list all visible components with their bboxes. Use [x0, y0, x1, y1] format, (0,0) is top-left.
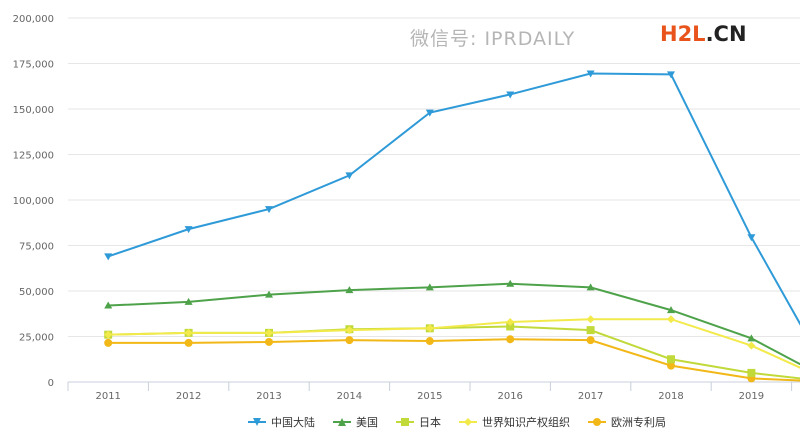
data-point [265, 290, 273, 298]
data-point [667, 315, 675, 324]
legend-diamond-icon [459, 418, 477, 426]
data-point [425, 283, 434, 291]
series-line-2 [108, 325, 800, 380]
data-point [184, 297, 193, 305]
legend-label: 欧洲专利局 [611, 416, 666, 429]
legend-label: 美国 [356, 416, 378, 429]
legend-item[interactable]: 美国 [333, 414, 378, 430]
data-point [265, 206, 273, 214]
y-tick-label: 150,000 [13, 105, 54, 116]
data-point [667, 71, 675, 79]
x-tick-label: 2011 [95, 391, 120, 402]
data-point [506, 317, 515, 326]
data-point [747, 234, 756, 242]
data-point [345, 172, 354, 180]
x-tick-label: 2014 [337, 391, 362, 402]
series-line-1 [108, 282, 800, 366]
watermark-wechat: 微信号: IPRDAILY [410, 28, 576, 50]
data-point [265, 337, 273, 346]
legend-triangle-down-icon [248, 418, 266, 426]
legend-triangle-icon [333, 418, 351, 426]
y-tick-label: 50,000 [19, 287, 54, 298]
data-point [184, 338, 193, 347]
data-point [506, 91, 515, 99]
legend-label: 世界知识产权组织 [482, 416, 570, 429]
data-point [345, 336, 354, 345]
data-point [747, 334, 756, 342]
data-point [184, 226, 193, 234]
y-tick-label: 125,000 [13, 151, 54, 162]
legend-circle-icon [588, 418, 606, 426]
legend-item[interactable]: 世界知识产权组织 [459, 414, 570, 430]
data-point [104, 301, 113, 309]
watermark-site-a: H2L [660, 22, 706, 46]
data-point [586, 283, 595, 291]
x-tick-label: 2018 [658, 391, 683, 402]
data-point [104, 338, 113, 347]
legend-label: 中国大陆 [271, 416, 315, 429]
legend-item[interactable]: 日本 [396, 414, 441, 430]
data-point [345, 286, 354, 294]
x-tick-label: 2015 [417, 391, 442, 402]
data-point [104, 330, 113, 339]
data-point [345, 326, 354, 335]
data-point [184, 328, 193, 337]
y-tick-label: 0 [48, 378, 54, 389]
y-tick-label: 100,000 [13, 196, 54, 207]
series-line-4 [108, 338, 800, 382]
data-point [506, 335, 515, 344]
y-tick-label: 200,000 [13, 14, 54, 25]
legend-square-icon [396, 418, 414, 426]
legend: 中国大陆 美国 日本 世界知识产权组织 欧洲专利局 [248, 414, 666, 430]
x-tick-label: 2012 [176, 391, 201, 402]
data-point [506, 322, 515, 331]
data-point [586, 326, 595, 335]
legend-item[interactable]: 中国大陆 [248, 414, 315, 430]
y-tick-label: 25,000 [19, 333, 54, 344]
x-tick-label: 2016 [497, 391, 522, 402]
data-point [586, 315, 595, 324]
data-point [586, 70, 595, 78]
series-line-3 [108, 318, 800, 369]
data-point [425, 109, 434, 117]
legend-label: 日本 [419, 416, 441, 429]
data-point [506, 279, 515, 287]
data-point [747, 341, 756, 350]
data-point [425, 324, 434, 333]
y-tick-label: 75,000 [19, 242, 54, 253]
data-point [425, 337, 434, 346]
data-point [586, 336, 595, 345]
data-point [747, 368, 756, 377]
data-point [667, 361, 675, 370]
series-line-0 [107, 72, 800, 326]
data-point [265, 328, 273, 337]
y-tick-label: 175,000 [13, 60, 54, 71]
legend-item[interactable]: 欧洲专利局 [588, 414, 666, 430]
x-tick-label: 2013 [256, 391, 281, 402]
data-point [667, 355, 675, 364]
x-tick-label: 2019 [739, 391, 764, 402]
watermark-site-b: .CN [705, 22, 747, 46]
data-point [104, 253, 113, 261]
data-point [667, 306, 675, 314]
watermark-site: H2L.CN [660, 22, 747, 46]
x-tick-label: 2017 [578, 391, 603, 402]
